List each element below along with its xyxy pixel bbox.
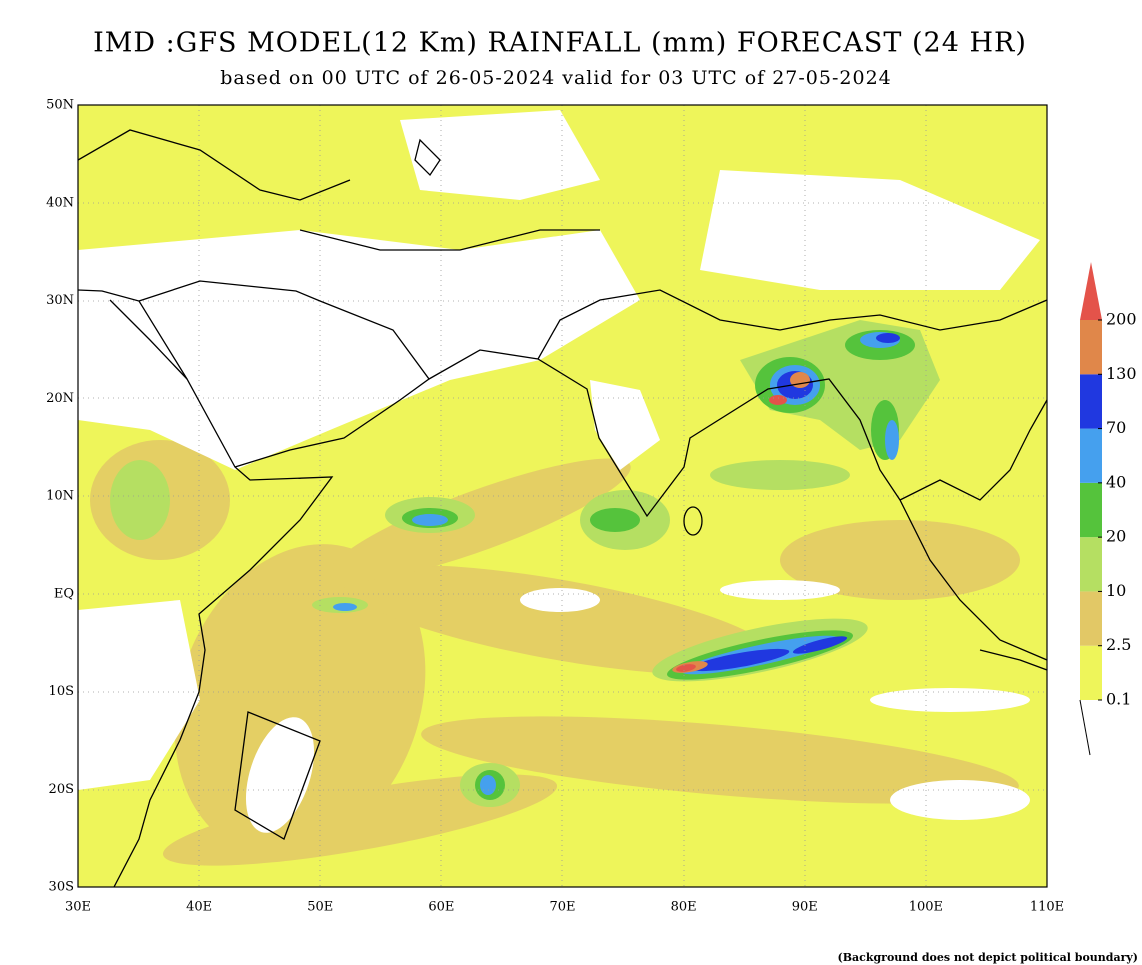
lat-label: 20S	[49, 782, 74, 797]
colorbar-segment	[1080, 537, 1102, 592]
colorbar-label: 70	[1106, 418, 1126, 437]
lat-label: 40N	[46, 195, 74, 210]
lat-label: 50N	[46, 98, 74, 113]
lon-label: 40E	[186, 900, 212, 915]
lon-label: 50E	[307, 900, 333, 915]
footer-note: (Background does not depict political bo…	[838, 951, 1138, 964]
lat-label: 20N	[46, 391, 74, 406]
lon-label: 90E	[792, 900, 818, 915]
colorbar-segment	[1080, 374, 1102, 429]
colorbar-label: 40	[1106, 472, 1126, 491]
colorbar-segment	[1080, 320, 1102, 375]
colorbar-label: 130	[1106, 364, 1137, 383]
colorbar-label: 20	[1106, 527, 1126, 546]
light-rain-bands	[90, 440, 1020, 866]
lon-label: 30E	[65, 900, 91, 915]
lat-label: 10N	[46, 489, 74, 504]
lon-label: 100E	[909, 900, 943, 915]
colorbar-label: 2.5	[1106, 635, 1131, 654]
plot-frame	[77, 104, 1048, 888]
colorbar-segment	[1080, 645, 1102, 700]
lat-label: EQ	[54, 586, 74, 601]
lat-label: 30N	[46, 293, 74, 308]
graticule	[78, 105, 1047, 887]
colorbar-label: 200	[1106, 310, 1137, 329]
dry-areas	[78, 110, 1040, 833]
lat-label: 30S	[49, 880, 74, 895]
colorbar-segment	[1080, 482, 1102, 538]
colorbar-top	[1080, 262, 1102, 320]
lon-label: 80E	[671, 900, 697, 915]
subtitle: based on 00 UTC of 26-05-2024 valid for …	[220, 67, 892, 89]
peak-rain	[676, 395, 787, 672]
title: IMD :GFS MODEL(12 Km) RAINFALL (mm) FORE…	[93, 28, 1027, 59]
colorbar-label: 0.1	[1106, 690, 1131, 709]
coastlines	[78, 129, 1047, 887]
lon-label: 110E	[1030, 900, 1064, 915]
colorbar-segment	[1080, 428, 1102, 483]
lon-label: 70E	[549, 900, 575, 915]
colorbar-label: 10	[1106, 581, 1126, 600]
lat-label: 10S	[49, 684, 74, 699]
map-field	[78, 105, 1047, 887]
colorbar-tail	[1079, 699, 1091, 756]
lon-label: 60E	[428, 900, 454, 915]
colorbar-segment	[1080, 591, 1102, 646]
